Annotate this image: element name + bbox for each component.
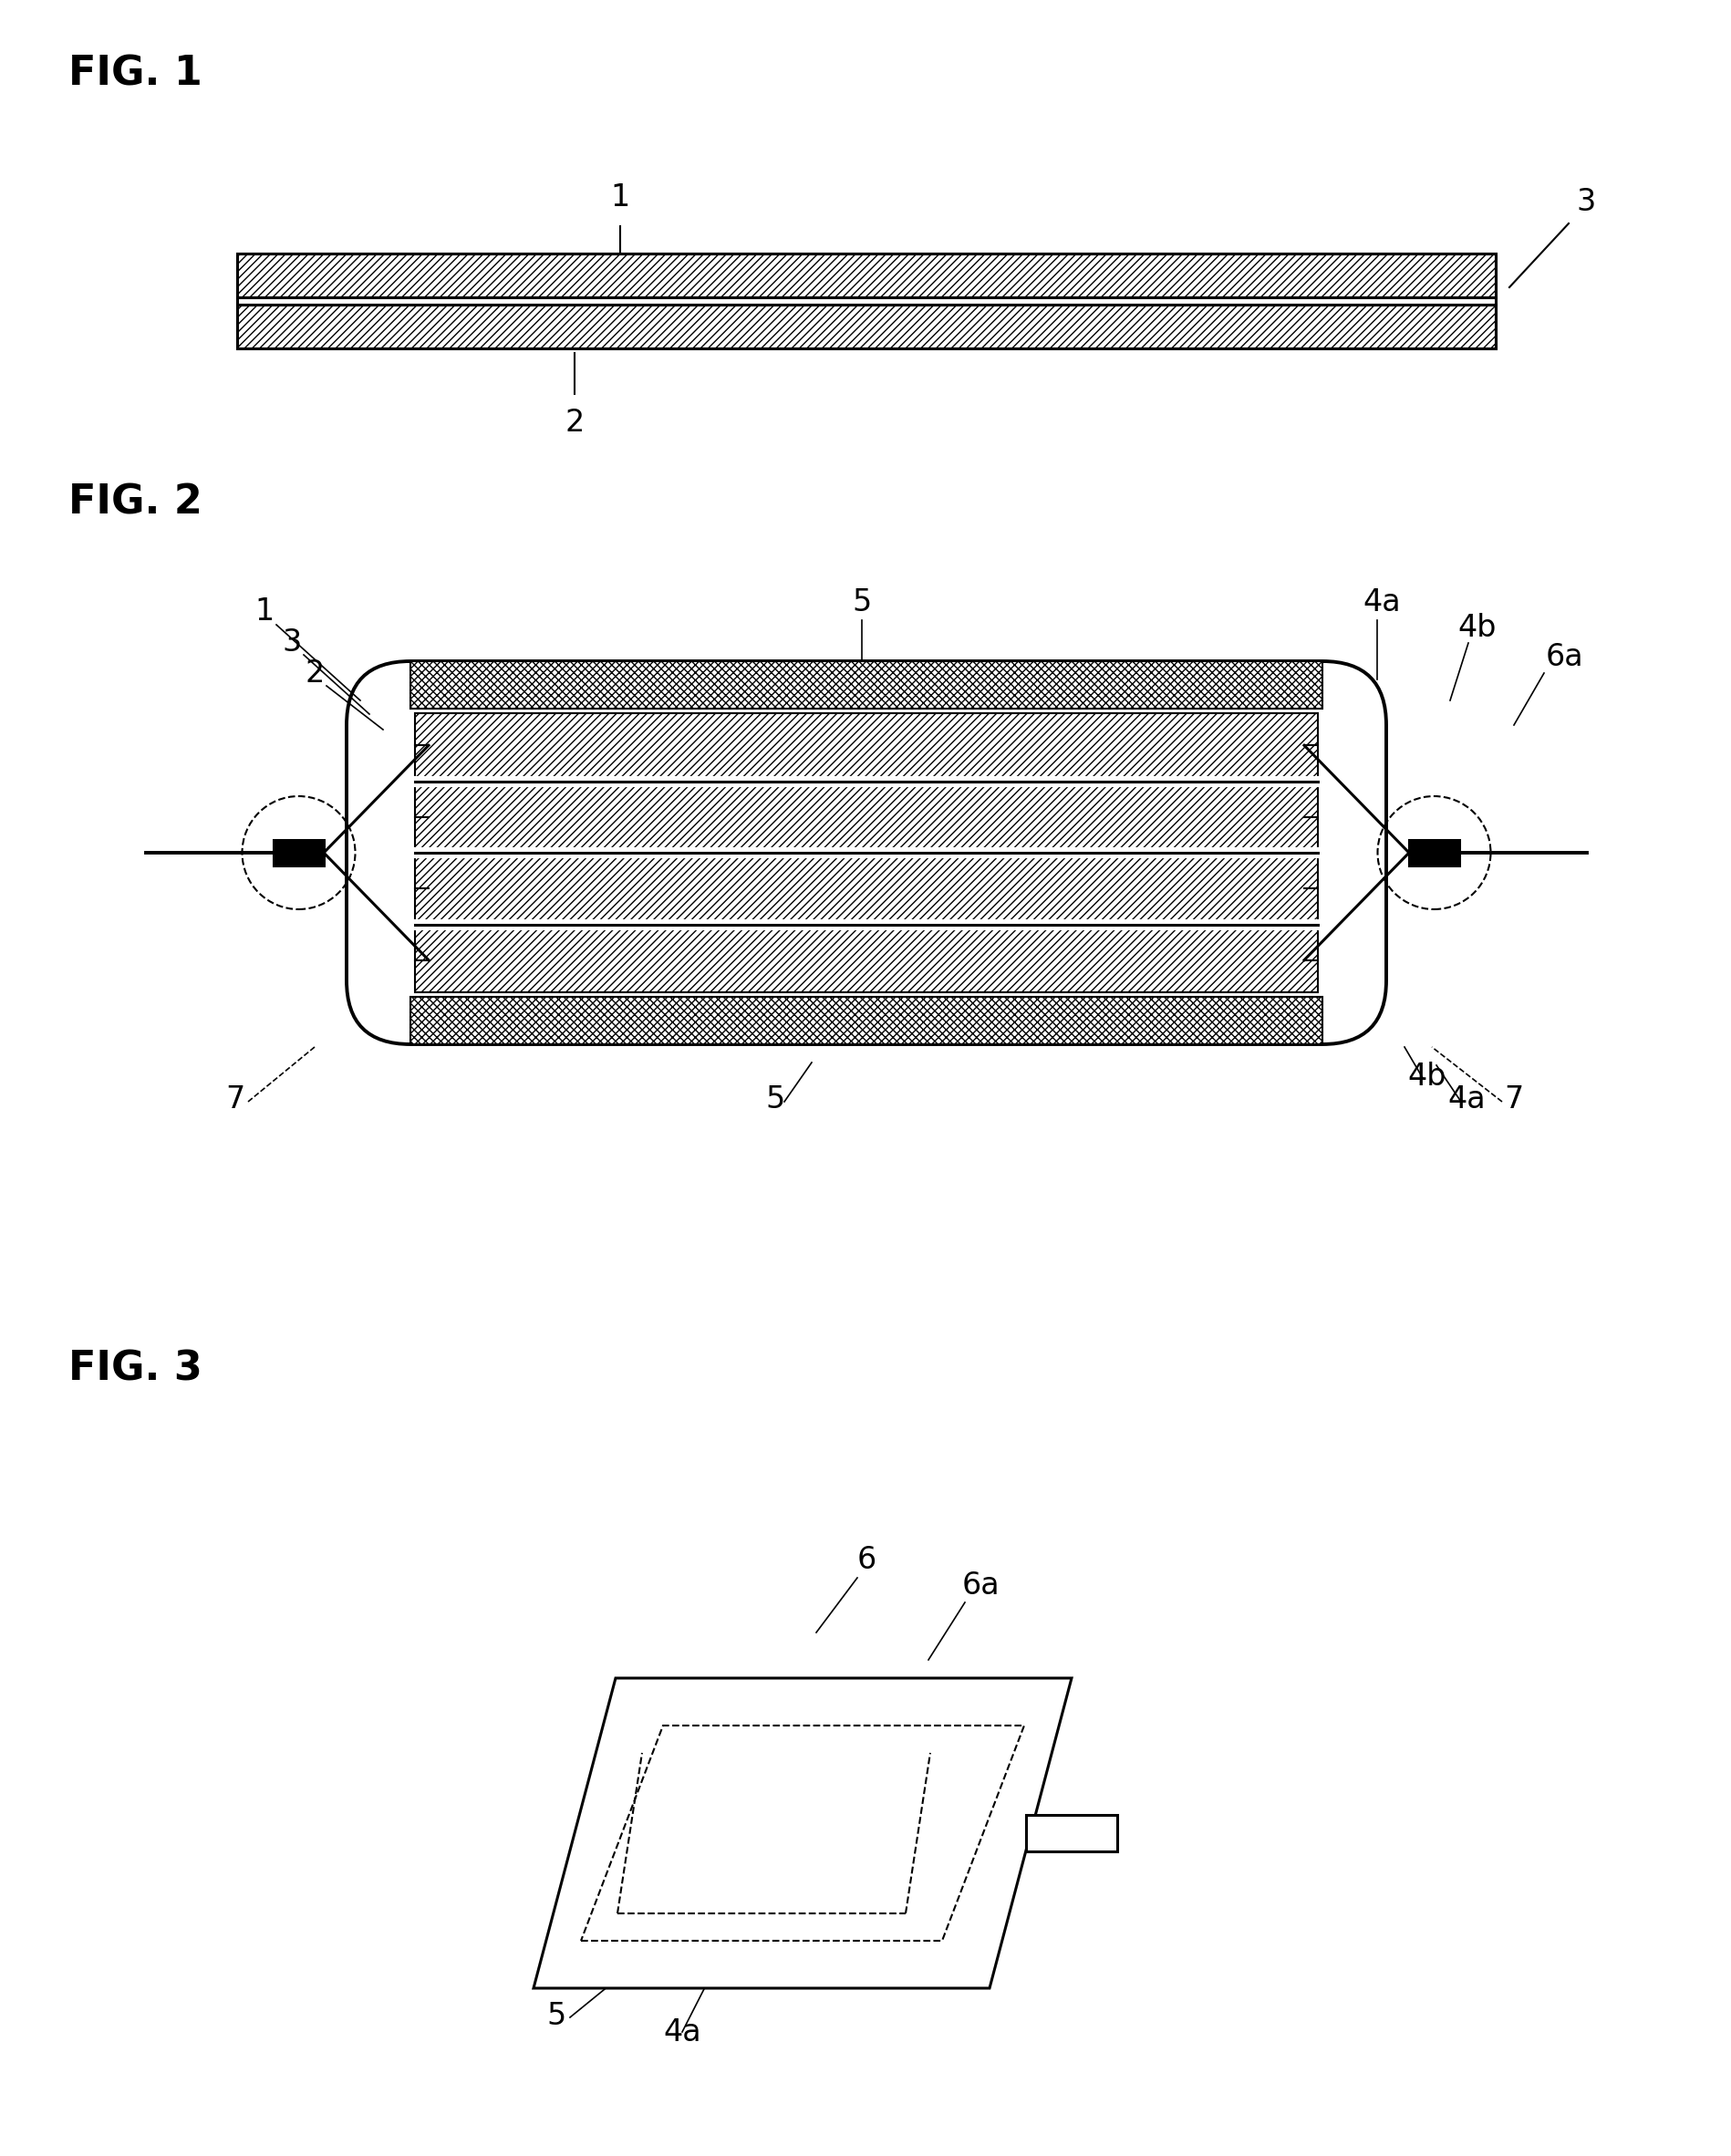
Text: 2: 2	[564, 407, 583, 438]
Bar	[410, 662, 1322, 709]
Text: 1: 1	[254, 597, 273, 627]
FancyBboxPatch shape	[346, 662, 1385, 1044]
Bar	[410, 996, 1322, 1044]
Text: 3: 3	[1575, 188, 1594, 218]
Text: 5: 5	[765, 1084, 784, 1115]
Bar	[237, 254, 1496, 298]
Bar	[237, 254, 1496, 349]
Bar	[237, 304, 1496, 349]
Text: 6a: 6a	[1546, 642, 1582, 673]
Bar	[415, 714, 1317, 778]
Text: 6: 6	[857, 1546, 876, 1576]
Bar	[415, 856, 1317, 921]
Text: FIG. 1: FIG. 1	[68, 54, 203, 95]
Polygon shape	[533, 1677, 1071, 1988]
Text: 5: 5	[547, 2001, 566, 2031]
Bar	[415, 785, 1317, 849]
Text: FIG. 3: FIG. 3	[68, 1350, 203, 1388]
Bar	[1409, 841, 1459, 865]
Bar	[273, 841, 324, 865]
Text: 5: 5	[852, 586, 871, 617]
Text: 2: 2	[305, 658, 324, 688]
Text: 3: 3	[282, 627, 301, 658]
Polygon shape	[1025, 1815, 1116, 1852]
Text: 7: 7	[1504, 1084, 1523, 1115]
Text: 4b: 4b	[1407, 1061, 1445, 1091]
Text: 4b: 4b	[1458, 612, 1496, 642]
Text: FIG. 2: FIG. 2	[68, 483, 203, 522]
Text: 7: 7	[225, 1084, 244, 1115]
Text: 1: 1	[609, 183, 630, 213]
Text: 4a: 4a	[1447, 1084, 1485, 1115]
Text: 4a: 4a	[1362, 586, 1400, 617]
Text: 4a: 4a	[663, 2018, 701, 2048]
Bar	[415, 927, 1317, 992]
Text: 6a: 6a	[961, 1570, 999, 1600]
